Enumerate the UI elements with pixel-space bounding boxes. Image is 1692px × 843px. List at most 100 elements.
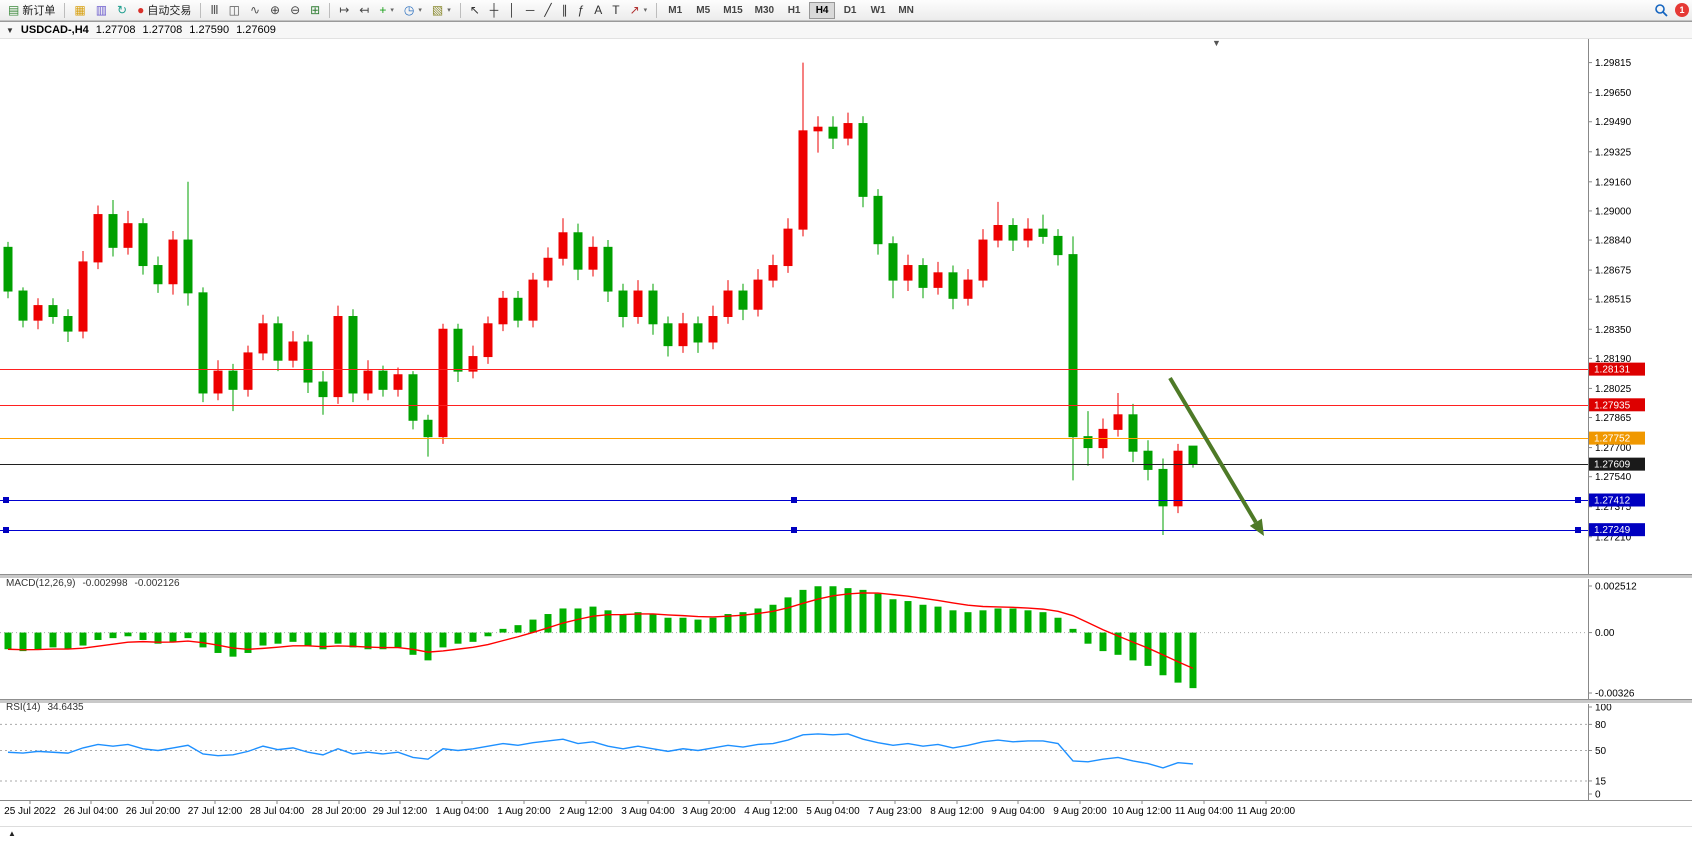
horizontal-lines[interactable] bbox=[0, 369, 1588, 534]
rsi-panel bbox=[0, 723, 1588, 782]
svg-text:-0.00326: -0.00326 bbox=[1595, 689, 1635, 700]
notification-badge[interactable]: 1 bbox=[1675, 3, 1689, 17]
order-new-icon: ▤ bbox=[8, 3, 20, 17]
periods-button[interactable]: ◷ ▾ bbox=[400, 1, 426, 19]
macd-panel bbox=[0, 586, 1588, 689]
refresh-button[interactable]: ↻ bbox=[113, 1, 131, 19]
svg-text:1.28840: 1.28840 bbox=[1595, 236, 1632, 247]
svg-text:1.27865: 1.27865 bbox=[1595, 413, 1632, 424]
timeframe-button-m5[interactable]: M5 bbox=[690, 2, 716, 19]
new-order-button[interactable]: ▤ 新订单 bbox=[4, 1, 59, 19]
templates-button[interactable]: ▧ ▾ bbox=[428, 1, 455, 19]
price-axis[interactable]: 1.29815 1.29650 1.29490 1.29325 1.29160 1.290… bbox=[1588, 38, 1692, 843]
line-handle[interactable] bbox=[1575, 527, 1581, 533]
crosshair-icon: ┼ bbox=[489, 3, 499, 17]
line-handle[interactable] bbox=[1575, 497, 1581, 503]
svg-text:26 Jul 20:00: 26 Jul 20:00 bbox=[126, 806, 181, 817]
hscroll-marker[interactable]: ▲ bbox=[8, 829, 16, 838]
caret-down-icon: ▾ bbox=[390, 7, 394, 14]
cursor-icon: ↖ bbox=[469, 3, 480, 17]
fibonacci-button[interactable]: ƒ bbox=[574, 1, 589, 19]
svg-text:1.28675: 1.28675 bbox=[1595, 266, 1632, 277]
zoom-out-button[interactable]: ⊖ bbox=[286, 1, 304, 19]
crosshair-button[interactable]: ┼ bbox=[486, 1, 503, 19]
macd-splitter[interactable] bbox=[0, 574, 1692, 579]
timeframe-button-mn[interactable]: MN bbox=[893, 2, 919, 19]
time-axis[interactable]: 25 Jul 2022 26 Jul 04:00 26 Jul 20:00 27 Ju… bbox=[0, 800, 1692, 827]
candle-chart-button[interactable]: ◫ bbox=[225, 1, 244, 19]
high-value: 1.27708 bbox=[142, 24, 183, 36]
svg-text:80: 80 bbox=[1595, 720, 1607, 731]
svg-text:1 Aug 20:00: 1 Aug 20:00 bbox=[497, 806, 551, 817]
zoom-in-button[interactable]: ⊕ bbox=[266, 1, 284, 19]
svg-text:0: 0 bbox=[1595, 790, 1601, 801]
price-marker bbox=[1589, 431, 1645, 445]
svg-text:0.00: 0.00 bbox=[1595, 628, 1615, 639]
zoom-out-icon: ⊖ bbox=[290, 3, 301, 17]
auto-scroll-button[interactable]: ↦ bbox=[335, 1, 353, 19]
chart-shift-marker[interactable]: ▼ bbox=[1212, 38, 1221, 48]
refresh-icon: ↻ bbox=[117, 3, 128, 17]
close-value: 1.27609 bbox=[236, 24, 276, 36]
price-marker bbox=[1589, 362, 1645, 376]
timeframe-button-d1[interactable]: D1 bbox=[837, 2, 863, 19]
timeframe-button-m30[interactable]: M30 bbox=[750, 2, 779, 19]
text-button[interactable]: A bbox=[590, 1, 606, 19]
rsi-value: 34.6435 bbox=[47, 702, 84, 713]
timeframe-button-m1[interactable]: M1 bbox=[662, 2, 688, 19]
line-handle[interactable] bbox=[3, 497, 9, 503]
bar-chart-button[interactable]: Ⅲ bbox=[206, 1, 222, 19]
channel-button[interactable]: ∥ bbox=[558, 1, 572, 19]
new-chart-button[interactable]: ▦ bbox=[70, 1, 89, 19]
chart-shift-button[interactable]: ↤ bbox=[355, 1, 373, 19]
timeframe-button-w1[interactable]: W1 bbox=[865, 2, 891, 19]
svg-text:1.28190: 1.28190 bbox=[1595, 354, 1632, 365]
svg-text:1.29160: 1.29160 bbox=[1595, 177, 1632, 188]
indicators-button[interactable]: + ▾ bbox=[375, 1, 398, 19]
arrows-button[interactable]: ↗ ▾ bbox=[626, 1, 652, 19]
timeframe-button-h4[interactable]: H4 bbox=[809, 1, 836, 19]
tile-windows-button[interactable]: ⊞ bbox=[306, 1, 324, 19]
chart-window-icon[interactable]: ▼ bbox=[6, 25, 14, 35]
vertical-line-button[interactable]: │ bbox=[504, 1, 520, 19]
trend-arrow[interactable] bbox=[1168, 376, 1264, 536]
toolbar-right-group: 1 bbox=[1654, 3, 1692, 17]
svg-text:1.29000: 1.29000 bbox=[1595, 206, 1632, 217]
label-button[interactable]: T bbox=[608, 1, 623, 19]
search-button[interactable] bbox=[1654, 3, 1668, 17]
profiles-button[interactable]: ▥ bbox=[92, 1, 111, 19]
svg-text:1.28025: 1.28025 bbox=[1595, 384, 1632, 395]
cursor-button[interactable]: ↖ bbox=[466, 1, 484, 19]
timeframe-button-m15[interactable]: M15 bbox=[718, 2, 747, 19]
svg-text:1.29815: 1.29815 bbox=[1595, 58, 1632, 69]
timeframe-button-h1[interactable]: H1 bbox=[781, 2, 807, 19]
toolbar-separator bbox=[64, 2, 66, 18]
arrow-object-icon: ↗ bbox=[629, 3, 640, 17]
autotrade-button[interactable]: ● 自动交易 bbox=[133, 1, 195, 19]
trendline-icon: ╱ bbox=[544, 3, 552, 17]
caret-down-icon: ▾ bbox=[418, 7, 422, 14]
svg-text:1.27540: 1.27540 bbox=[1595, 472, 1632, 483]
main-toolbar: ▤ 新订单 ▦ ▥ ↻ ● 自动交易 Ⅲ ◫ ∿ ⊕ ⊖ ⊞ ↦ ↤ + ▾ ◷ ▾ ▧ ▾ ↖ ┼ │ ─ ╱ ∥ ƒ A T ↗ ▾ M1 M… bbox=[0, 0, 1692, 21]
chart-title-bar: ▼ USDCAD-,H4 1.27708 1.27708 1.27590 1.2… bbox=[0, 21, 1692, 39]
svg-text:8 Aug 12:00: 8 Aug 12:00 bbox=[930, 806, 984, 817]
horizontal-line-button[interactable]: ─ bbox=[522, 1, 539, 19]
rsi-splitter[interactable] bbox=[0, 699, 1692, 704]
indicator-add-icon: + bbox=[379, 3, 387, 17]
svg-text:50: 50 bbox=[1595, 746, 1607, 757]
fibonacci-icon: ƒ bbox=[577, 3, 585, 17]
line-handle[interactable] bbox=[791, 527, 797, 533]
chart-shift-icon: ↤ bbox=[359, 3, 370, 17]
line-chart-button[interactable]: ∿ bbox=[246, 1, 264, 19]
macd-name: MACD(12,26,9) bbox=[6, 578, 76, 589]
svg-text:3 Aug 20:00: 3 Aug 20:00 bbox=[682, 806, 736, 817]
toolbar-separator bbox=[200, 2, 202, 18]
svg-text:1.28515: 1.28515 bbox=[1595, 295, 1632, 306]
svg-text:7 Aug 23:00: 7 Aug 23:00 bbox=[868, 806, 922, 817]
clock-icon: ◷ bbox=[403, 3, 415, 17]
line-handle[interactable] bbox=[3, 527, 9, 533]
line-handle[interactable] bbox=[791, 497, 797, 503]
trendline-button[interactable]: ╱ bbox=[540, 1, 555, 19]
rsi-name: RSI(14) bbox=[6, 702, 41, 713]
